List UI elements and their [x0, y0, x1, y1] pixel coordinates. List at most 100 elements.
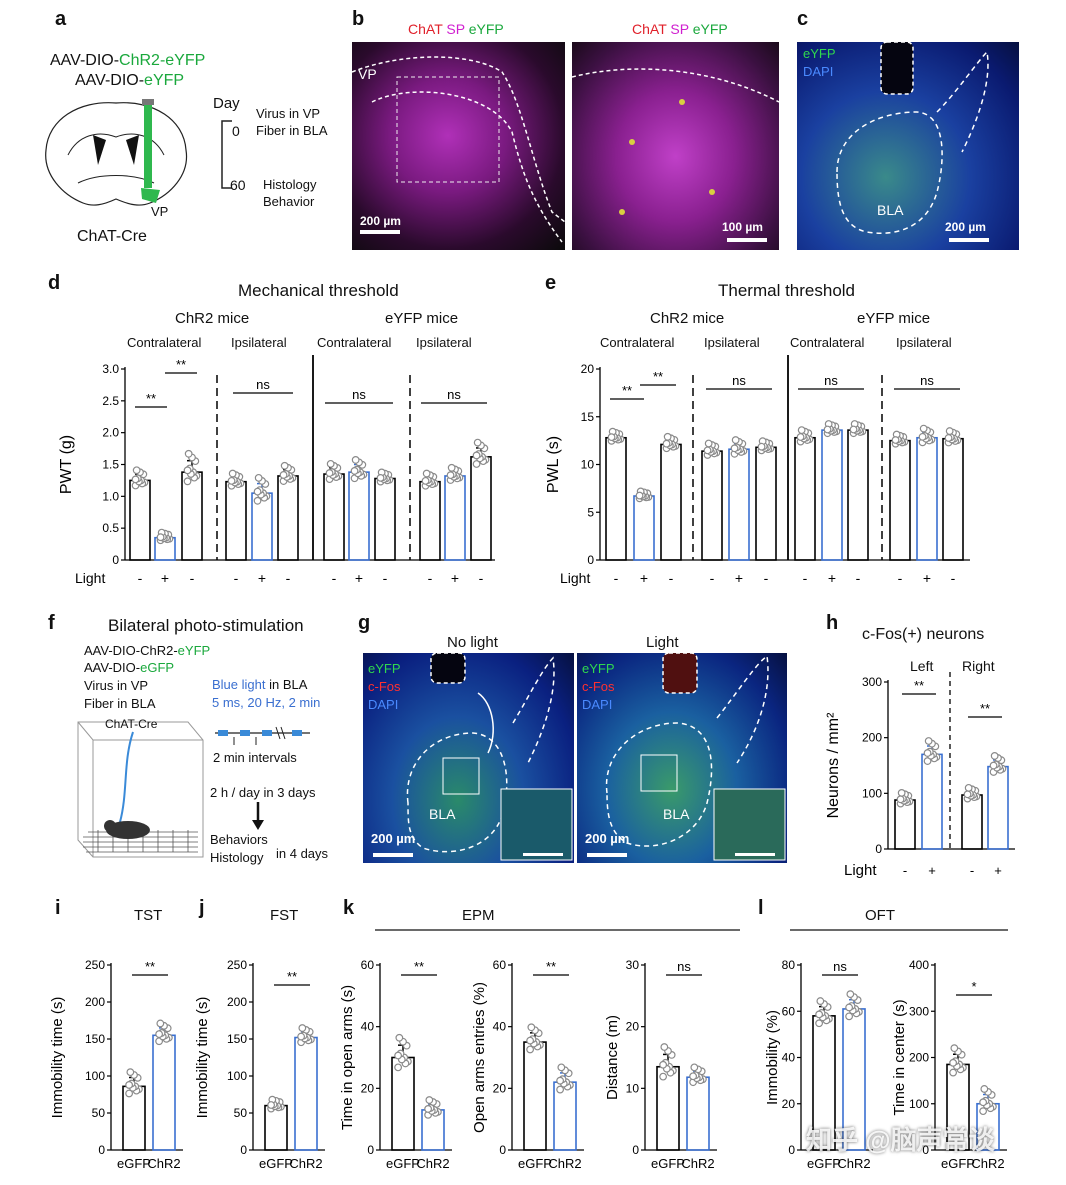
data-point [131, 475, 140, 484]
data-point [556, 1085, 565, 1094]
panel-label-a: a [55, 8, 67, 30]
light-sign: + [994, 863, 1002, 878]
g-stain3-right: DAPI [582, 697, 613, 712]
data-point [155, 1030, 164, 1039]
f-title: Bilateral photo-stimulation [108, 616, 304, 635]
data-point [979, 1098, 988, 1107]
day-label: Day [213, 95, 240, 112]
light-sign: - [614, 570, 619, 586]
d-sub3: Contralateral [317, 335, 392, 350]
x-tick-label: eGFP [386, 1156, 420, 1171]
data-point [924, 737, 933, 745]
y-tick-label: 2.5 [102, 394, 119, 408]
significance-label: ** [914, 678, 924, 693]
bar [847, 429, 869, 561]
panel-label-k: k [343, 897, 355, 919]
significance-label: ** [546, 959, 556, 974]
panel-label-b: b [352, 8, 365, 30]
light-sign: + [923, 570, 931, 586]
bar [894, 799, 916, 850]
virus-label-2: AAV-DIO-eYFP [75, 72, 185, 89]
data-point [896, 795, 905, 804]
light-sign: - [234, 570, 239, 586]
bar [605, 436, 627, 561]
bar [391, 1056, 415, 1151]
y-tick-label: 300 [862, 675, 882, 689]
data-point [472, 460, 481, 468]
y-axis-label: Time in open arms (s) [339, 985, 356, 1130]
data-point [267, 1101, 276, 1109]
j-title: FST [270, 907, 299, 924]
panel-label-i: i [55, 897, 61, 919]
light-sign: + [928, 863, 936, 878]
bar [348, 471, 370, 561]
light-sign: - [332, 570, 337, 586]
blue-light-label: Blue light in BLA [212, 677, 308, 692]
bar [728, 448, 750, 561]
day60-text-2: Behavior [263, 194, 315, 209]
x-tick-label: ChR2 [681, 1156, 714, 1171]
data-point [990, 752, 999, 760]
significance-label: ns [447, 387, 461, 402]
data-point [279, 471, 288, 479]
x-tick-label: ChR2 [837, 1156, 870, 1171]
l-title: OFT [865, 907, 895, 924]
bar [294, 1036, 318, 1151]
chart-tst: Immobility time (s) 0 50 100 150 200 250 eGFPCh… [49, 958, 183, 1171]
d-group1: ChR2 mice [175, 310, 250, 327]
y-tick-label: 50 [92, 1106, 106, 1120]
significance-label: ** [653, 369, 663, 384]
data-point [662, 439, 671, 448]
chart-cfos: Neurons / mm² 0 100 200 300 ** ** Light - + - + [825, 672, 1015, 879]
y-tick-label: 0 [875, 842, 882, 856]
y-tick-label: 0 [98, 1143, 105, 1157]
data-point [891, 436, 900, 444]
light-sign: + [640, 570, 648, 586]
scale-bar-label-b-left: 200 µm [360, 214, 401, 228]
data-point [394, 1063, 403, 1072]
significance-label: ns [352, 387, 366, 402]
y-axis-label: Immobility time (s) [49, 997, 66, 1119]
micrograph-light: eYFP c-Fos DAPI BLA 200 µm [577, 653, 787, 863]
c-stain-dapi: DAPI [803, 64, 834, 79]
data-point [350, 467, 359, 475]
panel-label-d: d [48, 272, 61, 294]
light-sign: - [710, 570, 715, 586]
light-sign: + [258, 570, 266, 586]
y-tick-label: 250 [227, 958, 247, 972]
h-title: c-Fos(+) neurons [862, 626, 985, 643]
panel-label-e: e [545, 272, 557, 294]
data-point [376, 473, 385, 482]
y-tick-label: 200 [85, 995, 105, 1009]
y-tick-label: 0 [922, 1143, 929, 1157]
f-line4: Fiber in BLA [84, 696, 156, 711]
data-point [944, 434, 953, 442]
significance-label: ns [824, 373, 838, 388]
data-point [425, 1096, 434, 1104]
x-tick-label: ChR2 [548, 1156, 581, 1171]
data-point [421, 476, 430, 485]
data-point [950, 1044, 959, 1053]
bar [961, 794, 983, 850]
scale-bar-label-g-left: 200 µm [371, 831, 416, 846]
y-tick-label: 40 [782, 1051, 796, 1065]
significance-label: ** [414, 959, 424, 974]
e-sub4: Ipsilateral [896, 335, 952, 350]
data-point [325, 469, 334, 477]
y-axis-label: PWL (s) [545, 436, 562, 493]
y-tick-label: 20 [581, 362, 595, 376]
bar [470, 456, 492, 561]
data-point [980, 1085, 989, 1093]
day-60: 60 [230, 177, 246, 193]
significance-label: ** [145, 959, 155, 974]
bar [181, 471, 203, 561]
bar [277, 475, 299, 561]
panel-label-f: f [48, 612, 55, 634]
e-sub3: Contralateral [790, 335, 865, 350]
y-tick-label: 0 [788, 1143, 795, 1157]
g-stain3-left: DAPI [368, 697, 399, 712]
data-point [125, 1081, 134, 1089]
